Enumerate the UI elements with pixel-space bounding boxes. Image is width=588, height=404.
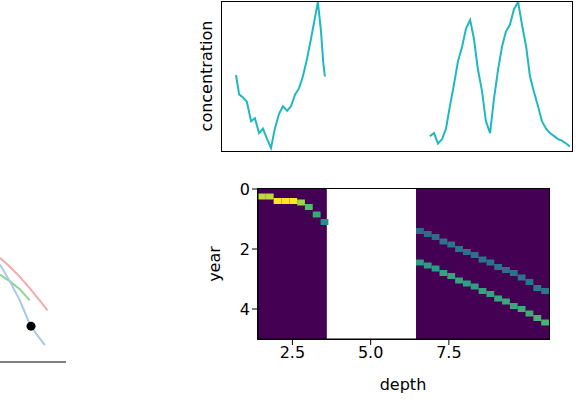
html-text:concentration: concentration bbox=[196, 20, 216, 132]
svg-text:4: 4 bbox=[240, 300, 250, 319]
svg-text:0: 0 bbox=[240, 181, 250, 199]
html-text:year: year bbox=[204, 246, 224, 282]
svg-text:2.5: 2.5 bbox=[280, 343, 305, 362]
svg-text:2: 2 bbox=[240, 240, 250, 259]
svg-text:7.5: 7.5 bbox=[436, 343, 461, 362]
svg-text:5.0: 5.0 bbox=[358, 343, 383, 362]
html-text:depth: depth bbox=[379, 375, 427, 394]
